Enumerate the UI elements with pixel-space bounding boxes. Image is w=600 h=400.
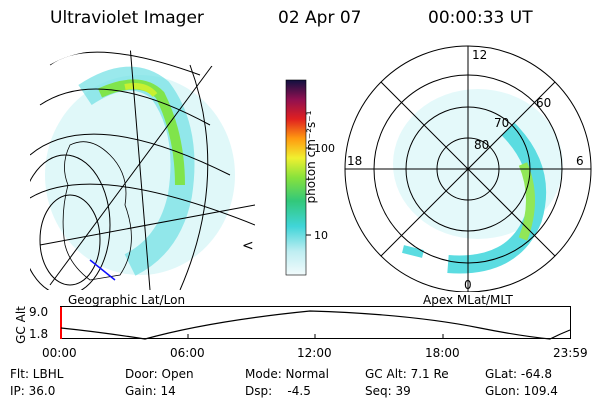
mlt-label-12: 12 [472,48,487,62]
info-gain: Gain: 14 [125,384,176,398]
mlt-label-0: 0 [464,278,472,292]
mlt-label-6: 6 [576,154,584,168]
colorbar: 100 10 [285,79,335,276]
altitude-xtick: 12:00 [297,346,332,360]
info-dsp: Dsp: -4.5 [245,384,311,398]
mlt-label-18: 18 [347,154,362,168]
polar-caption: Apex MLat/MLT [423,293,513,307]
info-ip: IP: 36.0 [10,384,56,398]
info-glon: GLon: 109.4 [485,384,558,398]
info-seq: Seq: 39 [365,384,411,398]
info-filter: Flt: LBHL [10,367,64,381]
date-label: 02 Apr 07 [278,8,362,28]
altitude-xtick: 23:59 [553,346,588,360]
altitude-plot [60,306,571,340]
colorbar-tick: 100 [314,142,335,155]
polar-plot: 12 18 6 0 80 70 60 [344,45,592,292]
info-mode: Mode: Normal [245,367,329,381]
colorbar-unit: photon cm⁻²s⁻¹ [304,110,318,204]
info-glat: GLat: -64.8 [485,367,552,381]
svg-text:<: < [242,238,254,254]
geo-caption: Geographic Lat/Lon [68,293,186,307]
info-door: Door: Open [125,367,194,381]
info-gc-alt: GC Alt: 7.1 Re [365,367,449,381]
geographic-map: < [30,49,255,290]
altitude-xtick: 00:00 [42,346,77,360]
time-label: 00:00:33 UT [428,8,533,28]
colorbar-tick: 10 [314,229,328,242]
app-title: Ultraviolet Imager [50,8,204,28]
altitude-ytick: 9.0 [29,305,49,319]
altitude-ytick: 1.8 [29,327,49,341]
lat-label-80: 80 [474,138,489,152]
lat-label-60: 60 [536,96,551,110]
altitude-xtick: 06:00 [170,346,205,360]
altitude-ylabel: GC Alt [14,306,28,344]
lat-label-70: 70 [494,116,509,130]
altitude-xtick: 18:00 [425,346,460,360]
